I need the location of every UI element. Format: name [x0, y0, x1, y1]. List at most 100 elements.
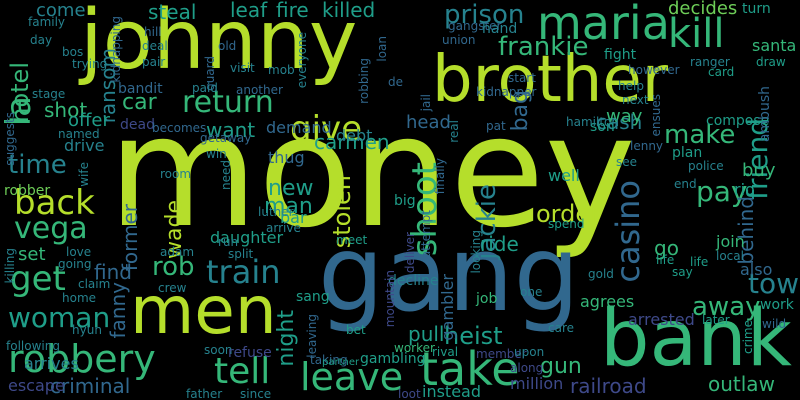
cloud-word: member — [476, 347, 527, 361]
cloud-word: kidnapper — [476, 85, 537, 99]
cloud-word: set — [18, 244, 46, 265]
cloud-word: another — [236, 83, 283, 97]
cloud-word: rio — [734, 180, 755, 199]
cloud-word: loot — [398, 387, 421, 400]
cloud-word: leaf — [230, 0, 268, 22]
cloud-word: frankie — [498, 32, 589, 62]
cloud-word: next — [622, 93, 649, 107]
cloud-word: hand — [482, 21, 518, 37]
cloud-word: claim — [78, 277, 111, 291]
cloud-word: named — [58, 127, 100, 141]
cloud-word: police — [688, 159, 724, 173]
cloud-word: way — [606, 106, 643, 127]
cloud-word: split — [228, 247, 254, 261]
cloud-word: bet — [346, 323, 366, 337]
cloud-word: take — [420, 342, 520, 396]
cloud-word: worker — [394, 341, 435, 355]
cloud-word: ensues — [649, 94, 663, 137]
cloud-word: bar — [280, 208, 307, 227]
cloud-word: fight — [604, 47, 637, 63]
cloud-word: robber — [4, 183, 51, 199]
cloud-word: leaving — [305, 314, 319, 358]
cloud-word: town — [748, 267, 800, 300]
cloud-word: big — [394, 193, 416, 209]
cloud-word: wife — [77, 162, 91, 187]
cloud-word: everyone — [295, 32, 309, 89]
cloud-word: win — [206, 147, 227, 161]
cloud-word: demand — [266, 118, 332, 137]
cloud-word: want — [206, 118, 256, 142]
cloud-word: also — [740, 260, 773, 279]
cloud-word: de — [388, 75, 403, 89]
cloud-word: come — [36, 0, 86, 21]
cloud-word: heist — [444, 322, 503, 350]
cloud-word: rival — [432, 345, 459, 359]
cloud-word: cash — [596, 110, 643, 134]
cloud-word: car — [122, 90, 157, 115]
cloud-word: partner — [322, 357, 360, 368]
cloud-word: fanny — [106, 282, 130, 339]
cloud-word: order — [536, 200, 600, 228]
cloud-word: offer — [68, 110, 110, 131]
cloud-word: pay — [696, 175, 748, 208]
cloud-word: get — [10, 259, 66, 299]
cloud-word: pull — [408, 322, 445, 346]
cloud-word: day — [30, 33, 53, 47]
cloud-word: arrested — [628, 310, 695, 329]
cloud-word: decline — [388, 273, 439, 289]
cloud-word: head — [406, 112, 451, 133]
cloud-word: thug — [268, 148, 305, 167]
cloud-word: men — [130, 272, 277, 349]
cloud-word: make — [664, 120, 736, 150]
cloud-word: life — [690, 255, 709, 269]
cloud-word: well — [548, 166, 580, 185]
cloud-word: compose — [706, 113, 770, 129]
cloud-word: gambler — [438, 274, 457, 341]
cloud-word: robbing — [357, 58, 371, 104]
cloud-word: buy — [742, 160, 776, 181]
cloud-word: criminal — [50, 374, 131, 398]
cloud-word: deal — [142, 39, 168, 53]
cloud-word: wild — [762, 317, 787, 331]
cloud-word: go — [654, 236, 679, 260]
cloud-word: work — [760, 297, 794, 313]
cloud-word: gun — [540, 354, 582, 379]
cloud-word: back — [14, 183, 95, 223]
cloud-word: gold — [588, 267, 614, 281]
cloud-word: brother — [432, 43, 669, 117]
cloud-word: following — [6, 339, 60, 353]
cloud-word: turn — [742, 1, 771, 17]
cloud-word: plan — [672, 145, 703, 161]
cloud-word: kill — [668, 11, 725, 57]
cloud-word: attempt — [419, 210, 433, 259]
cloud-word: give — [290, 109, 363, 149]
cloud-word: ambush — [757, 86, 773, 143]
cloud-word: taking — [310, 353, 348, 367]
cloud-word: instead — [422, 382, 481, 400]
cloud-word: need — [219, 160, 233, 190]
cloud-word: killing — [3, 248, 17, 284]
cloud-word: jail — [419, 94, 433, 112]
cloud-word: draw — [756, 55, 786, 69]
cloud-word: ranger — [690, 55, 730, 69]
cloud-word: million — [510, 374, 564, 393]
cloud-word: see — [616, 155, 638, 169]
cloud-word: run — [218, 235, 239, 249]
cloud-word: room — [160, 167, 192, 181]
cloud-word: bank — [600, 294, 792, 384]
cloud-word: becomes — [152, 121, 207, 135]
cloud-word: help — [618, 79, 644, 93]
cloud-word: new — [268, 176, 314, 201]
cloud-word: hamilton — [566, 115, 619, 129]
cloud-word: arrive — [266, 221, 301, 235]
cloud-word: ride — [480, 232, 519, 256]
cloud-word: casino — [609, 180, 647, 283]
cloud-word: looking — [469, 230, 483, 274]
cloud-word: one — [520, 285, 543, 299]
cloud-word: shot — [44, 98, 88, 122]
cloud-word: steal — [148, 0, 197, 24]
cloud-word: deliver — [403, 232, 417, 274]
cloud-word: return — [182, 85, 274, 120]
cloud-word: maria — [537, 0, 670, 50]
